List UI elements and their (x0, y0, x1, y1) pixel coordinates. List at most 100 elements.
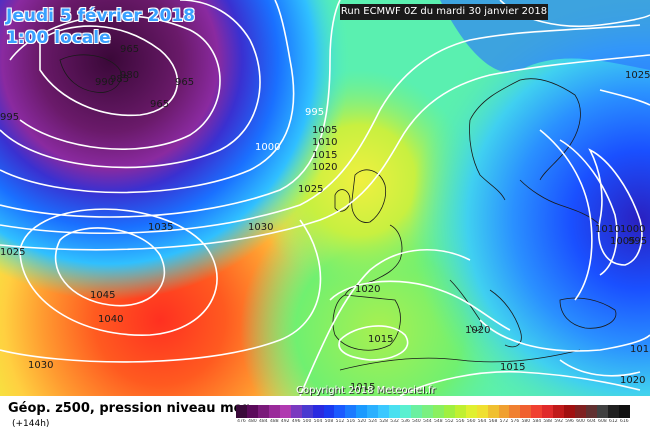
isobar-path (0, 24, 641, 234)
isobar-path (329, 280, 511, 331)
isobar-label: 1005 (312, 125, 337, 136)
color-scale-swatch (531, 405, 543, 418)
isobar-label: 1020 (620, 375, 645, 386)
isobar-label: 1015 (500, 362, 525, 373)
isobar-path (0, 219, 322, 363)
color-scale-swatch (323, 405, 335, 418)
color-scale-swatch (465, 405, 477, 418)
isobar-label: 1010 (312, 137, 337, 148)
color-scale-label: 596 (565, 419, 574, 424)
isobar-path (54, 227, 166, 307)
isobar-label: 1015 (312, 150, 337, 161)
color-scale-label: 516 (346, 419, 356, 424)
isobar-path (39, 25, 179, 117)
color-scale-swatch (411, 405, 422, 418)
legend-subtitle: (+144h) (12, 419, 50, 429)
color-scale-label: 528 (379, 419, 388, 424)
color-scale-swatch (575, 405, 586, 418)
color-scale-label: 588 (543, 419, 553, 424)
color-scale-swatch (509, 405, 521, 418)
color-scale-swatch (334, 405, 346, 418)
color-scale-label: 496 (291, 419, 301, 424)
color-scale-label: 604 (587, 419, 596, 424)
color-scale-swatch (279, 405, 291, 418)
color-scale-label: 592 (554, 419, 563, 424)
color-scale-swatch (389, 405, 401, 418)
color-scale-label: 536 (401, 419, 410, 424)
isobar-path (599, 89, 650, 106)
color-scale-swatch (421, 405, 433, 418)
color-scale-label: 552 (444, 419, 454, 424)
isobar-label: 995 (628, 236, 647, 247)
isobar-label: 1020 (465, 325, 490, 336)
color-scale-swatch (257, 405, 269, 418)
isobar-labels: 965 990 985 980 965 965 995 1000 995 100… (0, 44, 650, 393)
map-canvas: 965 990 985 980 965 965 995 1000 995 100… (0, 0, 650, 396)
legend-title: Géop. z500, pression niveau mer (8, 401, 249, 416)
color-scale-label: 576 (510, 419, 520, 424)
isobar-label: 995 (305, 107, 324, 118)
coastline-scandinavia (469, 78, 581, 181)
color-scale-label: 580 (521, 419, 531, 424)
isobar-path (399, 370, 641, 396)
isobar-label: 985 (110, 74, 129, 85)
isobar-label: 1000 (620, 224, 645, 235)
color-scale-swatch (443, 405, 455, 418)
color-scale-label: 616 (619, 419, 629, 424)
coastline-black-sea (559, 297, 617, 329)
isobar-label: 990 (95, 77, 114, 88)
isobar-label: 1025 (298, 184, 323, 195)
coastline-greenland-iceland (59, 54, 122, 93)
color-scale-label: 508 (324, 419, 334, 424)
color-scale-swatch (498, 405, 510, 418)
color-scale-swatch (400, 405, 411, 418)
color-scale-label: 524 (368, 419, 378, 424)
isobar-label: 965 (150, 99, 169, 110)
color-scale-swatch (487, 405, 499, 418)
coastline-iberia (332, 294, 401, 351)
color-scale-label: 488 (269, 419, 279, 424)
color-scale-swatch (607, 405, 619, 418)
run-info-banner: Run ECMWF 0Z du mardi 30 janvier 2018 (340, 4, 548, 20)
coastline-british-isles (351, 169, 387, 223)
color-scale-swatch (520, 405, 532, 418)
isobar-label: 1015 (368, 334, 393, 345)
color-scale-labels: 476 480 484 488 492 496 500 504 508 512 516 520 524 5… (236, 419, 630, 424)
color-scale-label: 608 (598, 419, 607, 424)
color-scale-swatch (596, 405, 608, 418)
color-scale-swatch (301, 405, 313, 418)
color-scale-label: 492 (280, 419, 290, 424)
color-scale-label: 600 (576, 419, 585, 424)
isobar-path (0, 54, 650, 251)
copyright-text: Copyright 2018 Meteociel.fr (296, 385, 436, 396)
color-scale-label: 612 (609, 419, 618, 424)
isobar-path (0, 0, 295, 194)
isobar-path (479, 319, 650, 352)
color-scale-label: 520 (357, 419, 367, 424)
color-scale-label: 568 (488, 419, 498, 424)
color-scale-label: 504 (313, 419, 323, 424)
isobar-label: 1030 (248, 222, 273, 233)
color-scale-label: 556 (455, 419, 465, 424)
color-scale-swatch (618, 405, 630, 418)
color-scale-swatch (312, 405, 324, 418)
color-scale-swatch (236, 405, 247, 418)
color-scale-label: 512 (335, 419, 345, 424)
isobar-label: 1040 (98, 314, 123, 325)
color-scale-label: 540 (412, 419, 421, 424)
isobar-label: 1020 (312, 162, 337, 173)
color-scale-swatch (345, 405, 357, 418)
isobar-label: 965 (175, 77, 194, 88)
color-scale-label: 544 (423, 419, 432, 424)
color-scale-swatch (367, 405, 379, 418)
coastline-balkans (489, 289, 522, 348)
isobar-path (559, 359, 641, 377)
color-scale-label: 564 (477, 419, 487, 424)
color-scale-label: 476 (237, 419, 246, 424)
color-scale (236, 405, 630, 418)
color-scale-label: 484 (259, 419, 268, 424)
map-date-title: Jeudi 5 février 2018 (6, 6, 195, 26)
isobar-label: 980 (120, 70, 139, 81)
color-scale-swatch (564, 405, 576, 418)
